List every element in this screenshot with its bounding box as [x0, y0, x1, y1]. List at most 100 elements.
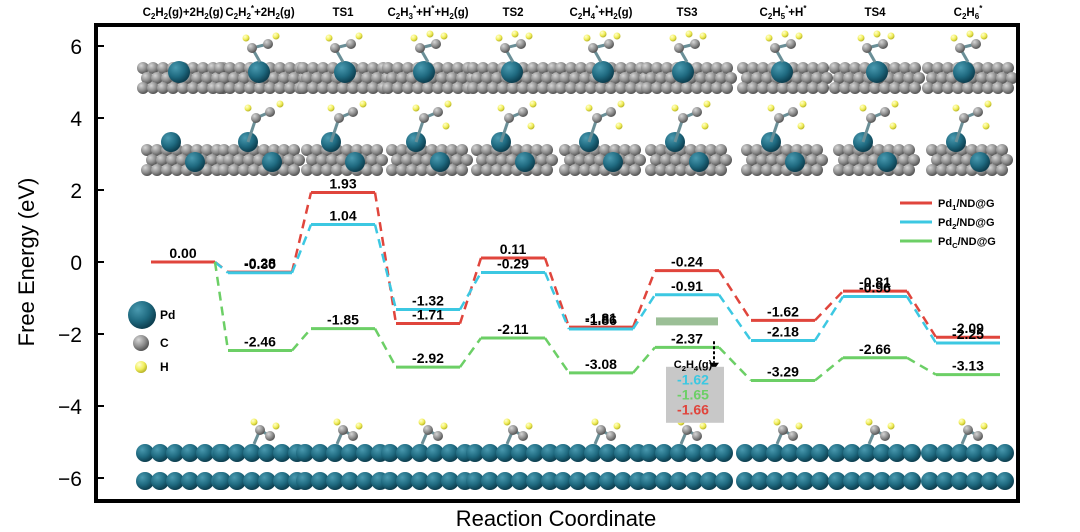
c-atom-icon: [692, 107, 702, 117]
gas-energy-value: -1.66: [677, 401, 709, 417]
h-atom-icon: [950, 34, 958, 42]
c-atom-icon: [537, 62, 549, 74]
h-atom-icon: [958, 418, 966, 426]
pd-atom-icon: [903, 472, 921, 490]
c-atom-icon: [691, 62, 703, 74]
pd-atom-icon: [166, 444, 184, 462]
c-atom-icon: [843, 72, 855, 84]
c-atom-icon: [456, 164, 468, 176]
c-atom-icon: [487, 62, 499, 74]
c-atom-icon: [926, 164, 938, 176]
h-atom-icon: [615, 122, 623, 130]
c-atom-icon: [961, 154, 973, 166]
c-atom-icon: [228, 72, 240, 84]
c-atom-icon: [234, 62, 246, 74]
c-atom-icon: [650, 154, 662, 166]
c-atom-icon: [357, 62, 369, 74]
c-atom-icon: [878, 39, 888, 49]
transition-connector: [291, 327, 312, 352]
c-atom-icon: [357, 82, 369, 94]
c-atom-icon: [487, 82, 499, 94]
energy-value-label: -0.91: [671, 278, 703, 294]
h-atom-icon: [699, 422, 707, 430]
c-atom-icon: [297, 62, 309, 74]
h-atom-icon: [887, 32, 895, 40]
h-atom-icon: [418, 418, 426, 426]
c-atom-icon: [858, 154, 870, 166]
c-atom-icon: [564, 154, 576, 166]
c-atom-icon: [361, 164, 373, 176]
pd-atom-icon: [196, 444, 214, 462]
h-atom-icon: [669, 34, 677, 42]
c-atom-icon: [972, 62, 984, 74]
energy-value-label: -3.13: [952, 358, 984, 374]
pd-atom-icon: [843, 444, 861, 462]
h-atom-icon: [859, 104, 867, 112]
pd-atom-icon: [766, 444, 784, 462]
c-atom-icon: [982, 62, 994, 74]
c-atom-icon: [936, 144, 948, 156]
c-atom-icon: [651, 62, 663, 74]
energy-value-label: 0.00: [169, 245, 196, 261]
c-atom-icon: [811, 144, 823, 156]
c-atom-icon: [263, 39, 273, 49]
transition-connector: [631, 294, 657, 330]
c-atom-icon: [255, 425, 265, 435]
state-label: C2​H4​*​+H2​(g): [570, 4, 633, 21]
energy-value-label: -2.46: [244, 334, 276, 350]
c-atom-icon: [926, 144, 938, 156]
c-atom-icon: [177, 82, 189, 94]
pd-atom-icon: [151, 444, 169, 462]
c-atom-icon: [848, 154, 860, 166]
c-atom-icon: [942, 62, 954, 74]
c-atom-icon: [559, 72, 571, 84]
pd-atom-icon: [273, 472, 291, 490]
c-atom-icon: [757, 62, 769, 74]
c-atom-icon: [801, 164, 813, 176]
c-atom-icon: [371, 144, 383, 156]
c-atom-icon: [191, 72, 203, 84]
pd-atom-icon: [326, 444, 344, 462]
c-atom-icon: [511, 144, 523, 156]
c-atom-icon: [575, 82, 587, 94]
c-atom-icon: [531, 164, 543, 176]
c-atom-icon: [504, 113, 514, 123]
pd-atom-icon: [213, 444, 231, 462]
pd-atom-icon: [356, 444, 374, 462]
pd-atom-icon: [700, 444, 718, 462]
c-atom-icon: [555, 82, 567, 94]
c-atom-icon: [411, 154, 423, 166]
c-atom-icon: [311, 144, 323, 156]
pd-atom-icon: [592, 61, 614, 83]
pd-atom-icon: [466, 444, 484, 462]
energy-value-label: -1.81: [585, 310, 617, 326]
c-atom-icon: [537, 82, 549, 94]
c-atom-icon: [476, 154, 488, 166]
c-atom-icon: [747, 82, 759, 94]
c-atom-icon: [218, 164, 230, 176]
c-atom-icon: [757, 82, 769, 94]
c-atom-icon: [655, 72, 667, 84]
c-atom-icon: [972, 82, 984, 94]
pd-atom-icon: [541, 472, 559, 490]
c-atom-icon: [634, 154, 646, 166]
c-atom-icon: [406, 164, 418, 176]
h-atom-icon: [529, 100, 537, 108]
c-atom-icon: [829, 82, 841, 94]
c-atom-icon: [141, 72, 153, 84]
c-atom-icon: [682, 425, 692, 435]
c-atom-icon: [471, 72, 483, 84]
pd-atom-icon: [670, 472, 688, 490]
c-atom-icon: [777, 82, 789, 94]
pd-atom-icon: [936, 472, 954, 490]
c-atom-icon: [559, 164, 571, 176]
c-atom-icon: [1002, 62, 1014, 74]
c-atom-icon: [756, 154, 768, 166]
c-atom-icon: [288, 144, 300, 156]
c-atom-icon: [579, 72, 591, 84]
c-atom-icon: [629, 144, 641, 156]
pd-atom-icon: [700, 472, 718, 490]
h-atom-icon: [703, 100, 711, 108]
pd-atom-icon: [496, 444, 514, 462]
c-atom-icon: [396, 144, 408, 156]
